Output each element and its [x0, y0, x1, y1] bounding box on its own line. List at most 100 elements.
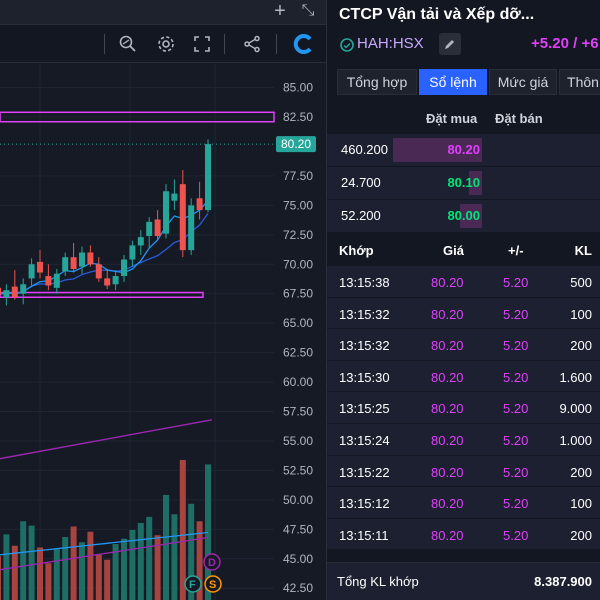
trade-row[interactable]: 13:15:12 80.20 5.20 100: [327, 487, 600, 519]
candle-body[interactable]: [171, 193, 178, 201]
order-book-row[interactable]: 52.200 80.00: [327, 200, 600, 232]
volume-bar: [45, 563, 52, 600]
bid-quantity: 52.200: [341, 208, 381, 223]
candle-body[interactable]: [45, 276, 52, 286]
candle-body[interactable]: [146, 221, 153, 236]
candle-body[interactable]: [70, 257, 77, 269]
trade-time: 13:15:32: [339, 306, 390, 322]
toolbar-divider: [104, 34, 105, 54]
trade-time: 13:15:11: [339, 527, 389, 543]
candle-body[interactable]: [163, 191, 169, 234]
candle-body[interactable]: [188, 205, 195, 251]
trade-volume: 100: [570, 306, 592, 322]
trade-row[interactable]: 13:15:22 80.20 5.20 200: [327, 455, 600, 488]
candle-body[interactable]: [0, 287, 1, 295]
price-tick-label: 70.00: [283, 257, 313, 271]
candle-body[interactable]: [37, 261, 43, 273]
trade-volume: 1.600: [559, 369, 592, 385]
volume-bar: [104, 559, 111, 600]
ask-header: Đặt bán: [495, 111, 543, 126]
ticker-row: HAH:HSX +5.20 / +6: [339, 33, 600, 56]
bid-quantity: 460.200: [341, 142, 388, 157]
volume-bar: [11, 545, 18, 600]
bid-quantity: 24.700: [341, 175, 381, 190]
status-circle-icon: [340, 38, 354, 52]
price-header: Giá: [443, 243, 464, 258]
candle-body[interactable]: [104, 278, 111, 286]
logo-c-icon[interactable]: [292, 32, 316, 56]
pane-divider[interactable]: [326, 0, 327, 600]
price-change: +5.20 / +6: [531, 35, 599, 52]
trade-volume: 200: [570, 338, 592, 354]
trade-row[interactable]: 13:15:32 80.20 5.20 200: [327, 329, 600, 361]
event-marker-d[interactable]: [203, 553, 221, 571]
zoom-search-icon[interactable]: [116, 32, 140, 56]
trade-change: 5.20: [503, 464, 529, 480]
order-book-row[interactable]: 24.700 80.10: [327, 167, 600, 199]
candle-body[interactable]: [129, 245, 136, 260]
volume-header: KL: [574, 243, 592, 258]
share-icon[interactable]: [240, 32, 264, 56]
volume-bar: [62, 537, 69, 600]
trade-change: 5.20: [503, 275, 529, 290]
price-tick-label: 67.50: [283, 287, 313, 301]
trade-price: 80.20: [431, 527, 464, 543]
trade-time: 13:15:12: [339, 496, 390, 512]
candle-body[interactable]: [196, 198, 203, 211]
candle-body[interactable]: [121, 259, 127, 277]
volume-bar: [0, 556, 1, 600]
event-marker-s[interactable]: [204, 575, 222, 593]
trade-row[interactable]: 13:15:24 80.20 5.20 1.000: [327, 424, 600, 456]
candle-body[interactable]: [205, 144, 211, 211]
change-header: +/-: [508, 243, 524, 258]
fullscreen-icon[interactable]: [190, 32, 214, 56]
settings-gear-icon[interactable]: [154, 32, 178, 56]
trade-row[interactable]: 13:15:25 80.20 5.20 9.000: [327, 392, 600, 424]
price-tick-label: 55.00: [283, 434, 313, 448]
candle-body[interactable]: [3, 290, 10, 298]
candle-body[interactable]: [79, 252, 85, 267]
tab-info[interactable]: Thôn: [559, 69, 600, 95]
candle-body[interactable]: [154, 219, 161, 236]
bid-price: 80.20: [447, 142, 480, 157]
trade-row[interactable]: 13:15:32 80.20 5.20 100: [327, 297, 600, 330]
price-chart[interactable]: 85.00 82.50 77.50 75.00 72.50 70.00 67.50 65.00…: [0, 64, 326, 600]
support-zone[interactable]: [0, 291, 204, 298]
chart-pane: + ⤡ 85.00 82.50 77.50 75.00 72.50 70.00 67.: [0, 0, 326, 600]
order-book-row[interactable]: 460.200 80.20: [327, 134, 600, 166]
tab-price-levels[interactable]: Mức giá: [489, 69, 557, 95]
trade-volume: 200: [570, 464, 592, 480]
last-price-badge: [276, 136, 316, 153]
candle-body[interactable]: [62, 257, 69, 272]
candle-body[interactable]: [53, 273, 60, 288]
add-chart-button[interactable]: +: [274, 0, 286, 22]
chart-toolbar: [0, 25, 326, 63]
candle-body[interactable]: [87, 252, 94, 265]
event-marker-label: D: [208, 557, 216, 569]
candle-body[interactable]: [20, 284, 27, 294]
volume-bar: [53, 549, 60, 600]
trade-row[interactable]: 13:15:38 80.20 5.20 500: [327, 266, 600, 298]
trade-row[interactable]: 13:15:30 80.20 5.20 1.600: [327, 360, 600, 393]
volume-bar: [171, 514, 178, 600]
event-marker-f[interactable]: [184, 575, 202, 593]
candle-body[interactable]: [179, 184, 186, 251]
price-tick-label: 82.50: [283, 110, 313, 124]
chart-window-bar: + ⤡: [0, 0, 326, 25]
candle-body[interactable]: [112, 276, 119, 285]
trade-change: 5.20: [503, 433, 529, 448]
edit-ticker-button[interactable]: [439, 33, 461, 55]
candle-body[interactable]: [28, 264, 35, 279]
volume-ma-line: [0, 531, 209, 556]
trade-row[interactable]: 13:15:11 80.20 5.20 200: [327, 518, 600, 551]
tab-summary[interactable]: Tổng hợp: [337, 69, 417, 95]
volume-bar: [3, 534, 10, 600]
bid-price-cell: 80.00: [393, 204, 482, 228]
candle-body[interactable]: [95, 264, 102, 279]
resistance-zone[interactable]: [0, 111, 275, 123]
collapse-button[interactable]: ⤡: [301, 2, 315, 19]
candle-body[interactable]: [11, 286, 18, 298]
tab-order-book[interactable]: Sổ lệnh: [419, 69, 487, 95]
candle-body[interactable]: [137, 237, 144, 246]
trade-volume: 1.000: [559, 433, 592, 448]
